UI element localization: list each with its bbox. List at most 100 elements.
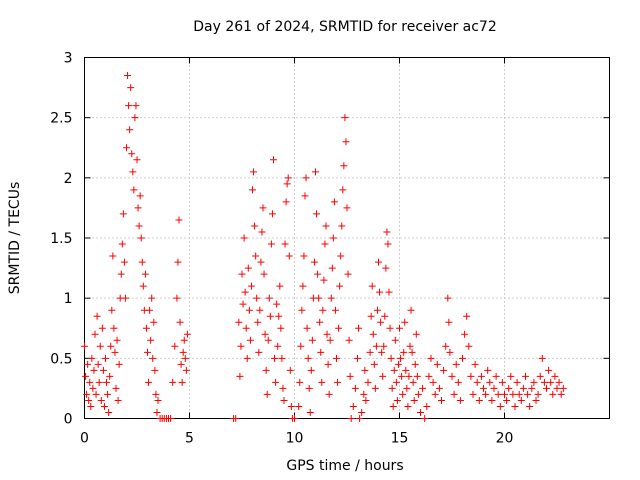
data-point: [115, 360, 123, 368]
data-point: [252, 252, 260, 260]
data-point: [413, 372, 421, 380]
data-point: [361, 366, 369, 374]
data-point: [444, 294, 452, 302]
data-point: [86, 378, 94, 386]
data-point: [238, 270, 246, 278]
data-point: [232, 415, 240, 422]
data-point: [490, 384, 498, 392]
data-point: [530, 378, 538, 386]
data-point: [429, 378, 437, 386]
data-point: [341, 114, 349, 122]
data-point: [376, 288, 384, 296]
data-point: [450, 390, 458, 398]
data-point: [119, 210, 127, 218]
chart-title: Day 261 of 2024, SRMTID for receiver ac7…: [193, 19, 497, 35]
data-point: [138, 258, 146, 266]
y-tick-label: 1.5: [50, 231, 72, 247]
data-point: [88, 354, 96, 362]
data-point: [336, 282, 344, 290]
data-point: [482, 390, 490, 398]
data-point: [145, 378, 153, 386]
data-point: [284, 174, 292, 182]
data-point: [312, 168, 319, 176]
data-point: [509, 390, 517, 398]
data-point: [372, 342, 380, 350]
data-point: [150, 318, 158, 326]
data-point: [406, 342, 414, 350]
data-point: [307, 366, 315, 374]
data-points: [81, 72, 567, 422]
data-point: [405, 372, 413, 380]
data-point: [381, 312, 389, 320]
data-point: [409, 378, 417, 386]
data-point: [151, 366, 159, 374]
data-point: [331, 306, 339, 314]
data-point: [545, 366, 553, 374]
data-point: [511, 402, 519, 410]
data-point: [103, 378, 111, 386]
data-point: [461, 330, 469, 338]
data-point: [282, 198, 290, 206]
data-point: [118, 240, 126, 248]
data-point: [448, 372, 456, 380]
data-point: [308, 336, 316, 344]
data-point: [475, 396, 483, 404]
data-point: [167, 415, 175, 422]
data-point: [526, 402, 534, 410]
data-point: [524, 390, 532, 398]
data-point: [253, 294, 261, 302]
data-point: [407, 306, 415, 314]
data-point: [371, 384, 379, 392]
data-point: [438, 396, 445, 404]
data-point: [304, 354, 312, 362]
data-point: [100, 402, 108, 410]
data-point: [178, 378, 186, 386]
data-point: [326, 336, 334, 344]
data-point: [343, 204, 351, 212]
data-point: [241, 288, 249, 296]
y-tick-label: 2.5: [50, 111, 72, 127]
data-point: [181, 354, 189, 362]
data-point: [235, 318, 243, 326]
data-point: [349, 402, 357, 410]
data-point: [90, 366, 98, 374]
data-point: [283, 180, 291, 188]
data-point: [559, 384, 567, 392]
data-point: [285, 252, 293, 260]
data-point: [351, 384, 359, 392]
data-point: [392, 378, 400, 386]
data-point: [528, 384, 536, 392]
data-point: [473, 378, 481, 386]
data-point: [236, 372, 244, 380]
data-point: [342, 138, 350, 146]
data-point: [382, 264, 390, 272]
data-point: [123, 144, 130, 152]
data-point: [134, 204, 142, 212]
data-point: [104, 390, 112, 398]
data-point: [330, 198, 338, 206]
data-point: [271, 354, 279, 362]
data-point: [317, 348, 325, 356]
data-point: [273, 300, 281, 308]
data-point: [109, 252, 117, 260]
data-point: [144, 348, 151, 356]
data-point: [319, 306, 327, 314]
data-point: [276, 282, 284, 290]
data-point: [110, 324, 118, 332]
data-point: [323, 330, 331, 338]
data-point: [251, 222, 259, 230]
data-point: [245, 306, 253, 314]
data-point: [297, 342, 305, 350]
data-point: [522, 372, 529, 380]
data-point: [368, 282, 376, 290]
data-point: [398, 372, 406, 380]
data-point: [92, 390, 100, 398]
data-point: [366, 348, 374, 356]
data-point: [91, 330, 99, 338]
data-point: [85, 396, 93, 404]
data-point: [137, 234, 145, 242]
data-point: [300, 252, 308, 260]
data-point: [132, 102, 140, 110]
data-point: [417, 408, 424, 416]
data-point: [250, 168, 258, 176]
